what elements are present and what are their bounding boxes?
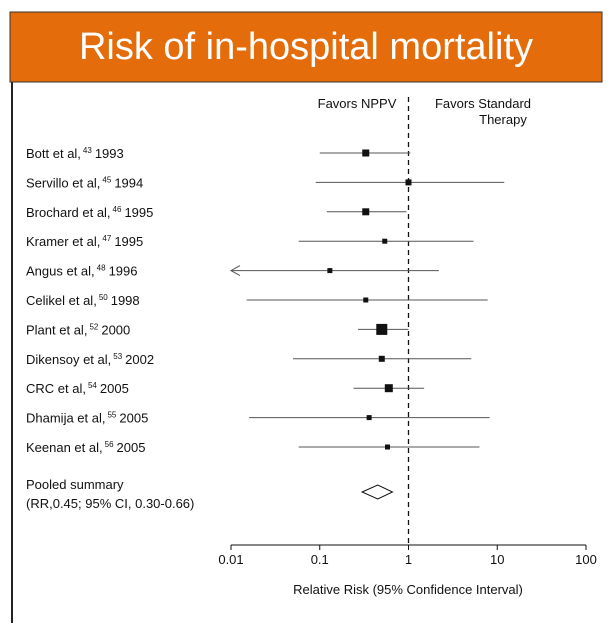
annotation: Therapy xyxy=(479,112,527,127)
study-name: Brochard et al, xyxy=(26,205,111,220)
x-tick-label: 100 xyxy=(575,552,597,567)
study-label: Angus et al, 48 1996 xyxy=(26,264,137,279)
point-estimate xyxy=(384,384,393,393)
study-year: 1998 xyxy=(111,293,140,308)
study-year: 1994 xyxy=(114,175,143,190)
study-year: 1995 xyxy=(124,205,153,220)
ci-arrow xyxy=(229,265,241,277)
study-label: Dikensoy et al, 53 2002 xyxy=(26,352,154,367)
study-year: 1995 xyxy=(114,234,143,249)
x-tick-label: 10 xyxy=(490,552,504,567)
study-ref: 53 xyxy=(113,352,122,361)
study-label: Plant et al, 52 2000 xyxy=(26,322,130,337)
study-ref: 54 xyxy=(88,381,97,390)
study-name: Dikensoy et al, xyxy=(26,352,111,367)
study-label: Servillo et al, 45 1994 xyxy=(26,175,143,190)
study-year: 1996 xyxy=(109,264,138,279)
study-ref: 47 xyxy=(102,234,111,243)
study-ref: 46 xyxy=(113,205,122,214)
study-name: Celikel et al, xyxy=(26,293,97,308)
study-name: Servillo et al, xyxy=(26,175,100,190)
chart-title: Risk of in-hospital mortality xyxy=(79,26,533,68)
point-estimate xyxy=(363,297,369,303)
point-estimate xyxy=(382,238,388,244)
point-estimate xyxy=(362,149,370,157)
point-estimate xyxy=(405,179,412,186)
study-label: Dhamija et al, 55 2005 xyxy=(26,411,148,426)
study-label: Celikel et al, 50 1998 xyxy=(26,293,140,308)
study-name: Keenan et al, xyxy=(26,440,103,455)
point-estimate xyxy=(385,444,391,450)
study-year: 2005 xyxy=(119,411,148,426)
study-label: Kramer et al, 47 1995 xyxy=(26,234,143,249)
x-tick-label: 0.01 xyxy=(218,552,243,567)
study-name: Dhamija et al, xyxy=(26,411,105,426)
x-tick-label: 1 xyxy=(405,552,412,567)
study-ref: 43 xyxy=(83,146,92,155)
pooled-label: (RR,0.45; 95% CI, 0.30-0.66) xyxy=(26,496,194,511)
study-label: CRC et al, 54 2005 xyxy=(26,381,129,396)
point-estimate xyxy=(366,415,372,421)
study-name: Bott et al, xyxy=(26,146,81,161)
study-year: 2000 xyxy=(101,322,130,337)
header xyxy=(9,11,603,83)
study-label: Bott et al, 43 1993 xyxy=(26,146,124,161)
study-name: Angus et al, xyxy=(26,264,95,279)
study-ref: 48 xyxy=(97,264,106,273)
annotation: Favors NPPV xyxy=(318,96,397,111)
study-label: Brochard et al, 46 1995 xyxy=(26,205,153,220)
x-tick-label: 0.1 xyxy=(311,552,329,567)
study-name: Kramer et al, xyxy=(26,234,100,249)
study-ref: 52 xyxy=(89,322,98,331)
study-ref: 55 xyxy=(107,411,116,420)
x-axis-label: Relative Risk (95% Confidence Interval) xyxy=(293,582,523,597)
study-year: 2005 xyxy=(117,440,146,455)
study-name: CRC et al, xyxy=(26,381,86,396)
pooled-diamond xyxy=(360,484,394,500)
point-estimate xyxy=(362,208,370,216)
point-estimate xyxy=(327,268,333,274)
pooled-label: Pooled summary xyxy=(26,477,124,492)
annotation: Favors Standard xyxy=(435,96,531,111)
study-year: 2005 xyxy=(100,381,129,396)
study-year: 2002 xyxy=(125,352,154,367)
point-estimate xyxy=(376,323,388,335)
study-name: Plant et al, xyxy=(26,322,87,337)
study-ref: 45 xyxy=(102,175,111,184)
study-ref: 56 xyxy=(105,440,114,449)
point-estimate xyxy=(378,355,385,362)
study-year: 1993 xyxy=(95,146,124,161)
study-label: Keenan et al, 56 2005 xyxy=(26,440,145,455)
study-ref: 50 xyxy=(99,293,108,302)
